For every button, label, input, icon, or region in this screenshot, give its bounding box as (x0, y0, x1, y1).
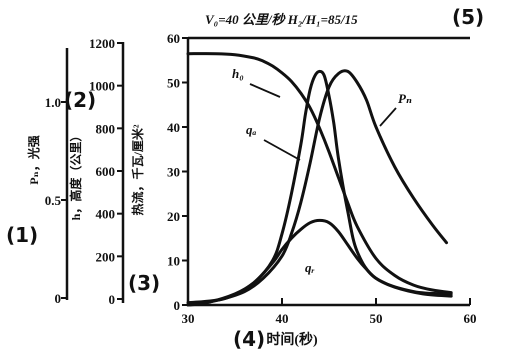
series-pn-line (186, 69, 448, 307)
series-pn-leader (379, 107, 397, 127)
marker-4: (4) (233, 327, 265, 351)
x-tick-label-1: 40 (276, 311, 289, 326)
series-h0-line (186, 52, 453, 295)
marker-3: (3) (128, 271, 160, 295)
flux-tick-label-3: 30 (167, 165, 180, 180)
x-tick-label-0: 30 (182, 311, 195, 326)
flux-tick-label-5: 50 (167, 76, 180, 91)
x-axis-label: 时间(秒) (266, 331, 318, 348)
pn-tick-label-0: 0 (55, 291, 62, 306)
series-qr-line (186, 218, 453, 307)
height-axis-label: h，高度（公里） (68, 130, 83, 221)
flux-tick-label-6: 60 (167, 31, 180, 46)
series-qr-label: qᵣ (305, 260, 315, 275)
series-h0-leader (249, 83, 281, 98)
chart-title: V₀=40 公里/秒 H₂/H₁=85/15 (205, 12, 358, 27)
x-tick-label-3: 60 (464, 311, 477, 326)
h-tick-label-6: 1200 (89, 36, 115, 51)
pn-tick-label-2: 1.0 (45, 95, 61, 110)
series-qa-line (186, 69, 453, 305)
series-pn-label: Pₙ (398, 91, 412, 106)
flux-tick-label-2: 20 (167, 209, 180, 224)
series-h0-label: h₀ (232, 66, 244, 81)
h-tick-label-4: 800 (96, 121, 116, 136)
marker-1: (1) (6, 223, 38, 247)
h-tick-label-3: 600 (96, 164, 116, 179)
marker-5: (5) (452, 5, 484, 29)
pn-tick-label-1: 0.5 (45, 193, 62, 208)
pn-axis-label: Pₙ，光强 (26, 135, 41, 185)
marker-2: (2) (64, 88, 96, 112)
h-tick-label-0: 0 (109, 292, 116, 307)
flux-tick-label-0: 0 (174, 298, 181, 313)
flux-tick-label-1: 10 (167, 254, 180, 269)
series-qa-label: qₐ (246, 122, 257, 137)
h-tick-label-1: 200 (96, 249, 116, 264)
h-tick-label-2: 400 (96, 207, 116, 222)
h-tick-label-5: 1000 (89, 79, 115, 94)
chart-marks: 0 0.5 1.0 0 200 400 600 800 1000 1200 0 10 20 30 40 50 6… (45, 31, 477, 326)
heat-flux-axis-label: 热流，千瓦/厘米² (130, 124, 145, 215)
series-qa-leader (263, 139, 301, 161)
x-tick-label-2: 50 (370, 311, 383, 326)
flux-tick-label-4: 40 (167, 120, 180, 135)
